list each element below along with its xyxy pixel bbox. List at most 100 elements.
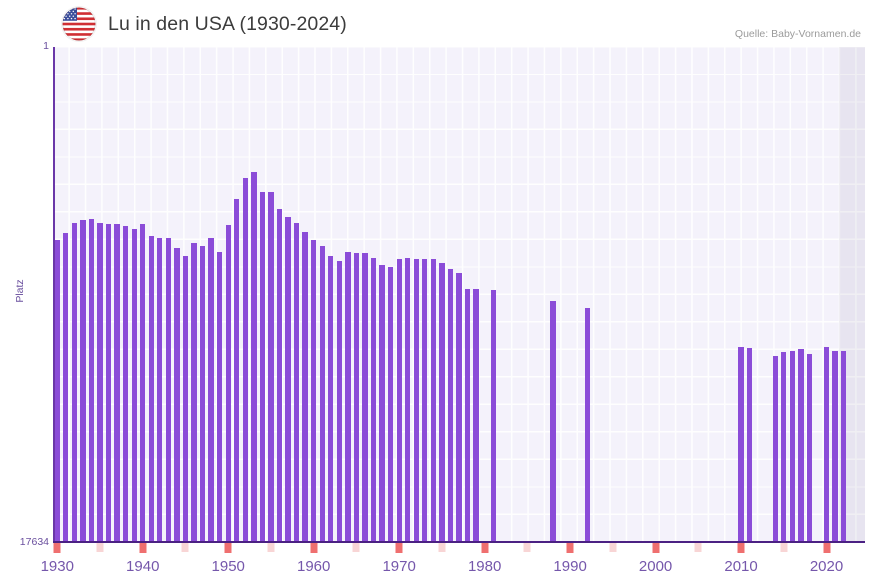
bar-1979[interactable] <box>473 288 479 542</box>
bar-2016[interactable] <box>789 351 795 542</box>
bar-1942[interactable] <box>157 237 163 542</box>
x-tick-mark-1980 <box>481 543 489 553</box>
y-axis-bottom-label: 17634 <box>19 536 49 548</box>
x-tick-label-2000: 2000 <box>638 558 673 575</box>
bar-1957[interactable] <box>285 217 291 542</box>
bar-2015[interactable] <box>781 352 787 542</box>
bar-1976[interactable] <box>447 269 454 542</box>
bar-1981[interactable] <box>490 290 496 542</box>
x-tick-mark-2000 <box>652 543 660 553</box>
bar-1938[interactable] <box>123 225 129 542</box>
bar-1941[interactable] <box>148 235 154 542</box>
bar-1972[interactable] <box>413 258 419 542</box>
bars-layer <box>53 47 865 542</box>
x-tick-label-1980: 1980 <box>467 558 502 575</box>
bar-1930[interactable] <box>54 240 60 542</box>
x-tick-label-1950: 1950 <box>211 558 245 575</box>
page-title: Lu in den USA (1930-2024) <box>108 12 347 35</box>
bar-1934[interactable] <box>88 218 95 542</box>
bar-1978[interactable] <box>464 289 471 542</box>
x-tick-mark-1955 <box>267 543 275 552</box>
bar-1935[interactable] <box>97 223 103 542</box>
x-tick-label-1940: 1940 <box>126 558 160 575</box>
bar-2022[interactable] <box>840 350 847 542</box>
bar-2014[interactable] <box>772 355 778 542</box>
bar-1964[interactable] <box>345 251 351 542</box>
x-tick-mark-1995 <box>609 543 617 552</box>
bar-1968[interactable] <box>379 264 385 542</box>
bar-1960[interactable] <box>311 239 317 542</box>
x-axis-line <box>53 541 865 543</box>
title-group: Lu in den USA (1930-2024) <box>62 7 347 41</box>
x-tick-mark-2010 <box>737 543 745 553</box>
x-tick-mark-2020 <box>823 543 831 553</box>
bar-1945[interactable] <box>182 256 189 542</box>
y-axis-line <box>53 47 55 542</box>
x-tick-mark-1975 <box>438 543 446 552</box>
bar-1950[interactable] <box>225 225 231 542</box>
x-tick-label-2010: 2010 <box>724 558 758 575</box>
bar-1936[interactable] <box>105 224 112 542</box>
bar-2018[interactable] <box>806 353 813 542</box>
bar-2021[interactable] <box>832 351 838 542</box>
bar-1953[interactable] <box>251 171 257 542</box>
bar-1969[interactable] <box>387 266 394 542</box>
x-tick-mark-1950 <box>224 543 232 553</box>
x-tick-mark-1935 <box>96 543 104 552</box>
x-tick-mark-2015 <box>780 543 788 552</box>
bar-2020[interactable] <box>823 347 830 542</box>
bar-1943[interactable] <box>165 237 172 542</box>
bar-1965[interactable] <box>353 252 360 542</box>
bar-1951[interactable] <box>234 199 240 542</box>
bar-1954[interactable] <box>259 191 266 542</box>
x-tick-mark-1945 <box>181 543 189 552</box>
bar-1940[interactable] <box>140 224 146 542</box>
bar-2010[interactable] <box>738 347 744 542</box>
x-tick-mark-1970 <box>395 543 403 553</box>
plot-area <box>53 47 865 542</box>
bar-1944[interactable] <box>174 247 180 542</box>
x-tick-mark-1960 <box>310 543 318 553</box>
bar-1946[interactable] <box>191 242 197 542</box>
bar-1974[interactable] <box>430 259 436 542</box>
bar-1933[interactable] <box>80 220 86 542</box>
bar-1963[interactable] <box>336 260 342 542</box>
x-tick-label-1970: 1970 <box>382 558 416 575</box>
bar-1970[interactable] <box>396 259 402 542</box>
bar-1966[interactable] <box>362 252 368 542</box>
bar-1956[interactable] <box>276 209 283 542</box>
bar-1971[interactable] <box>405 257 411 542</box>
x-tick-mark-1965 <box>352 543 360 552</box>
bar-1931[interactable] <box>63 233 69 542</box>
bar-1948[interactable] <box>208 237 214 542</box>
bar-2011[interactable] <box>746 347 753 542</box>
bar-1977[interactable] <box>456 273 462 542</box>
bar-1939[interactable] <box>131 229 137 542</box>
bar-1967[interactable] <box>370 257 377 542</box>
x-tick-label-1960: 1960 <box>297 558 331 575</box>
bar-1975[interactable] <box>439 262 445 542</box>
bar-1959[interactable] <box>302 231 308 542</box>
bar-1947[interactable] <box>199 245 206 542</box>
bar-1961[interactable] <box>319 246 325 542</box>
bar-1937[interactable] <box>114 224 120 542</box>
bar-2017[interactable] <box>798 348 804 542</box>
bar-1955[interactable] <box>268 191 274 542</box>
bar-1958[interactable] <box>293 223 300 542</box>
bar-1992[interactable] <box>584 307 590 542</box>
x-tick-mark-1930 <box>53 543 61 553</box>
x-tick-mark-2005 <box>694 543 702 552</box>
x-tick-label-2020: 2020 <box>809 558 844 575</box>
x-tick-mark-1990 <box>566 543 574 553</box>
bar-1952[interactable] <box>242 178 248 542</box>
bar-1949[interactable] <box>217 251 223 542</box>
bar-1973[interactable] <box>422 258 428 542</box>
bar-1988[interactable] <box>550 300 556 542</box>
y-axis-title: Platz <box>14 279 26 303</box>
chart-header: Lu in den USA (1930-2024) Quelle: Baby-V… <box>0 0 873 46</box>
bar-1962[interactable] <box>328 255 334 542</box>
bar-1932[interactable] <box>71 223 77 542</box>
x-tick-label-1990: 1990 <box>553 558 587 575</box>
x-tick-mark-1940 <box>139 543 147 553</box>
